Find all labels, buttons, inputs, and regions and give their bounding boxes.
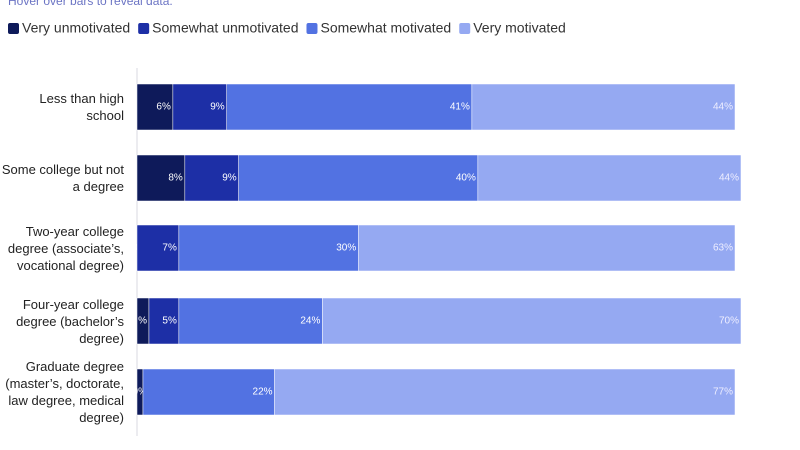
value-label: 9% (210, 102, 225, 113)
value-label: 30% (336, 243, 356, 254)
bar-segment (136, 154, 186, 202)
category-label-box: Two-year college degree (associate’s, vo… (7, 223, 124, 273)
value-label: 6% (156, 102, 171, 113)
legend-label: Somewhat unmotivated (152, 20, 298, 36)
category-label-box: Four-year college degree (bachelor’s deg… (16, 296, 124, 346)
bar-segment (136, 83, 174, 131)
subtitle: Hover over bars to reveal data. (8, 0, 173, 8)
value-label: 77% (713, 387, 733, 398)
bar-segment (178, 224, 359, 272)
value-label: 70% (719, 316, 739, 327)
legend-label: Very unmotivated (22, 20, 130, 36)
category-label: Four-year college degree (bachelor’s deg… (16, 296, 124, 346)
legend-swatch (459, 23, 471, 34)
legend-swatch (306, 23, 318, 34)
category-label: Two-year college degree (associate’s, vo… (7, 223, 124, 273)
category-label: Graduate degree (master’s, doctorate, la… (5, 359, 124, 425)
bar-segment (226, 83, 473, 131)
bar-segment (178, 297, 323, 345)
bar-segment (477, 154, 742, 202)
bar-segment (358, 224, 736, 272)
value-label: 41% (450, 102, 470, 113)
bar-segment (172, 83, 227, 131)
bar-segment (136, 224, 180, 272)
value-label: 8% (168, 173, 183, 184)
value-label: 0% (133, 387, 148, 398)
value-label: 9% (222, 173, 237, 184)
legend-label: Very motivated (473, 20, 566, 36)
value-label: 63% (713, 243, 733, 254)
bar-segment (238, 154, 479, 202)
category-label: Less than high school (39, 91, 124, 123)
category-label-box: Less than high school (39, 91, 124, 123)
legend-swatch (138, 23, 150, 34)
value-label: 22% (253, 387, 273, 398)
bar-segment (148, 297, 180, 345)
value-label: 24% (300, 316, 320, 327)
bar-segment (274, 368, 736, 416)
value-label: 44% (719, 173, 739, 184)
bar-segment (471, 83, 736, 131)
value-label: % (138, 316, 147, 327)
value-label: 44% (713, 102, 733, 113)
value-label: 40% (456, 173, 476, 184)
value-label: 7% (162, 243, 177, 254)
legend-label: Somewhat motivated (320, 20, 451, 36)
value-label: 5% (162, 316, 177, 327)
category-label-box: Graduate degree (master’s, doctorate, la… (5, 359, 124, 425)
bar-segment (322, 297, 742, 345)
category-label-box: Some college but not a degree (1, 162, 124, 194)
legend-swatch (8, 23, 19, 34)
category-label: Some college but not a degree (1, 162, 124, 194)
